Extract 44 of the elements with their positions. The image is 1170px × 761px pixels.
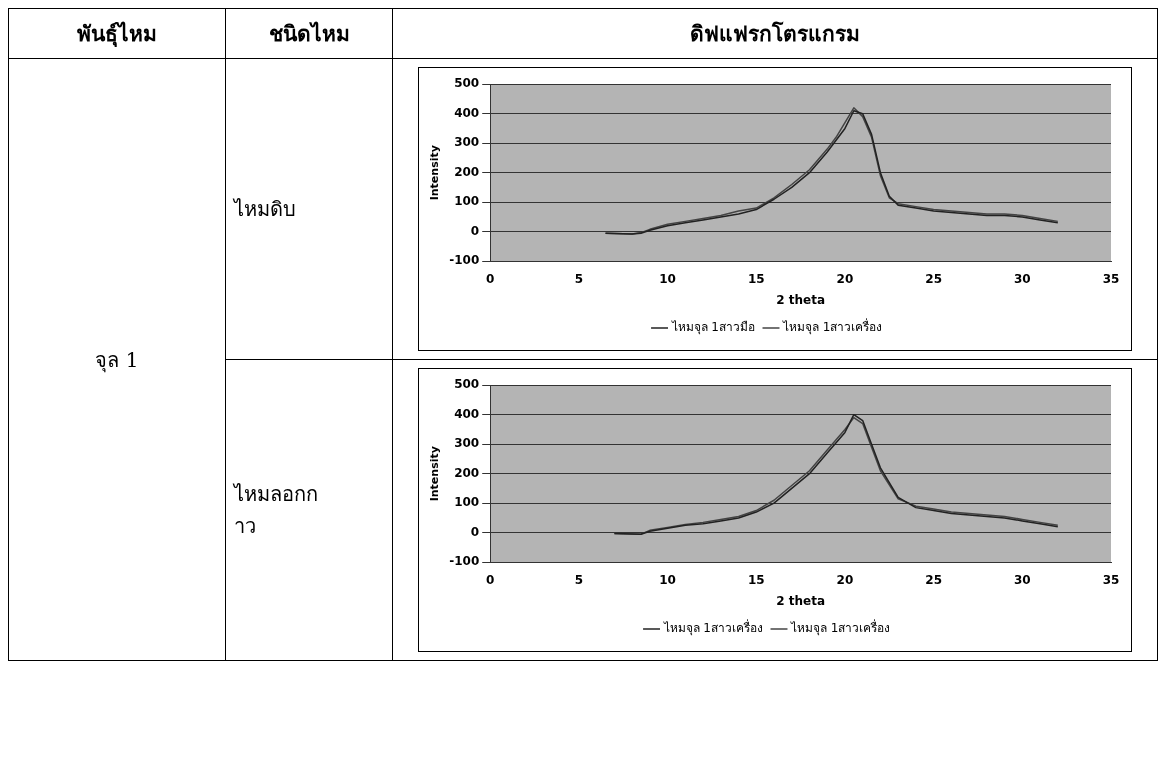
x-tick-label: 10 [659,572,676,587]
x-tick-label: 0 [486,572,495,587]
y-tick-label: 200 [454,164,480,179]
x-tick-label: 30 [1013,572,1031,587]
y-tick-label: 0 [470,524,480,539]
text: ดิฟแฟรกโตรแกรม [392,8,1158,59]
y-tick-label: 300 [454,436,480,451]
text: ชนิดไหม [225,8,393,59]
text: จุล 1 [8,58,226,661]
text: ไหมดิบ [225,58,393,360]
x-tick-label: 15 [747,572,765,587]
x-tick-label: 25 [925,572,942,587]
x-tick-label: 5 [574,271,584,286]
y-axis-title: Intensity [428,446,442,502]
x-tick-label: 20 [836,271,854,286]
y-tick-label: -100 [449,253,480,268]
y-tick-label: 100 [454,194,480,209]
y-tick-label: 200 [454,465,480,480]
x-axis-title: 2 theta [776,593,826,608]
x-tick-label: 5 [574,572,584,587]
legend-label: ไหมจุล 1สาวมือ [670,320,755,336]
y-axis-title: Intensity [428,145,442,201]
y-tick-label: 400 [454,406,480,421]
legend-label: ไหมจุล 1สาวเครื่อง [790,619,891,637]
x-tick-label: 30 [1013,271,1031,286]
x-tick-label: 10 [659,271,676,286]
text: ไหมลอกกาว [234,481,319,540]
y-tick-label: 500 [454,377,480,392]
y-tick-label: -100 [449,554,480,569]
y-tick-label: 0 [470,223,480,238]
x-tick-label: 35 [1102,572,1120,587]
x-tick-label: 15 [747,271,765,286]
x-tick-label: 25 [925,271,942,286]
x-tick-label: 0 [486,271,495,286]
x-tick-label: 35 [1102,271,1120,286]
y-tick-label: 100 [454,495,480,510]
y-tick-label: 400 [454,105,480,120]
text: พันธุ์ไหม [8,8,226,59]
x-axis-title: 2 theta [776,292,826,307]
legend-label: ไหมจุล 1สาวเครื่อง [662,619,763,637]
legend-label: ไหมจุล 1สาวเครื่อง [782,318,883,336]
y-tick-label: 500 [454,76,480,91]
y-tick-label: 300 [454,135,480,150]
x-tick-label: 20 [836,572,854,587]
